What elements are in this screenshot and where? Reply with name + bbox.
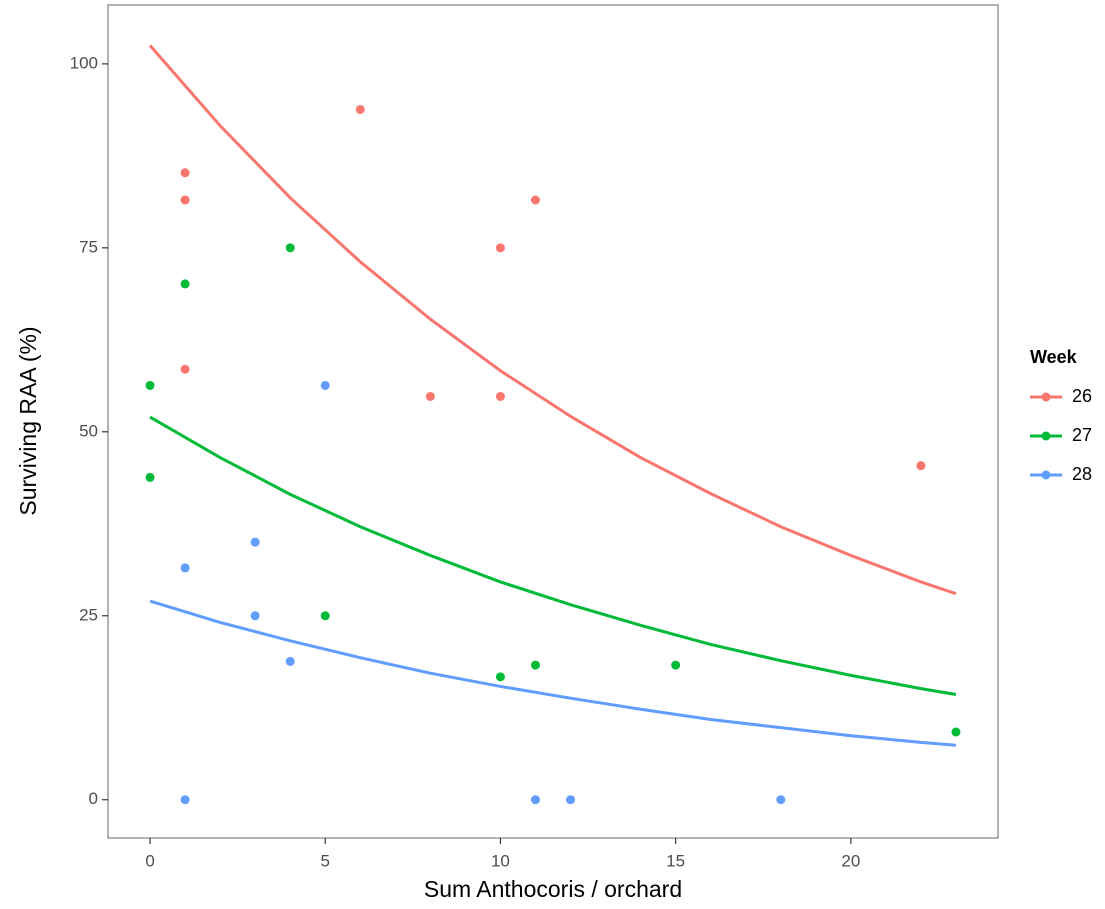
x-tick-label: 20 bbox=[841, 851, 860, 870]
point bbox=[355, 104, 365, 114]
point bbox=[180, 364, 190, 374]
fit-line bbox=[149, 415, 957, 696]
point bbox=[285, 656, 295, 666]
x-axis-title: Sum Anthocoris / orchard bbox=[424, 876, 682, 902]
point bbox=[495, 672, 505, 682]
point bbox=[530, 195, 540, 205]
y-tick-label: 0 bbox=[89, 789, 98, 808]
legend-title: Week bbox=[1030, 347, 1078, 367]
x-tick-label: 0 bbox=[145, 851, 154, 870]
legend-label: 27 bbox=[1072, 425, 1092, 445]
legend-key-point bbox=[1041, 470, 1051, 480]
point bbox=[250, 611, 260, 621]
y-tick-label: 25 bbox=[79, 605, 98, 624]
y-tick-label: 100 bbox=[70, 53, 98, 72]
legend-key-point bbox=[1041, 392, 1051, 402]
point bbox=[180, 795, 190, 805]
point bbox=[566, 795, 576, 805]
fit-line bbox=[149, 599, 957, 747]
point bbox=[180, 279, 190, 289]
point bbox=[145, 472, 155, 482]
y-tick-label: 50 bbox=[79, 421, 98, 440]
legend-label: 28 bbox=[1072, 464, 1092, 484]
point bbox=[495, 391, 505, 401]
y-axis-title: Surviving RAA (%) bbox=[15, 326, 41, 515]
point bbox=[776, 795, 786, 805]
point bbox=[250, 537, 260, 547]
y-tick-label: 75 bbox=[79, 237, 98, 256]
point bbox=[180, 195, 190, 205]
point bbox=[320, 380, 330, 390]
point bbox=[180, 168, 190, 178]
point bbox=[495, 243, 505, 253]
point bbox=[425, 391, 435, 401]
point bbox=[530, 660, 540, 670]
legend-label: 26 bbox=[1072, 386, 1092, 406]
point bbox=[320, 611, 330, 621]
x-tick-label: 5 bbox=[321, 851, 330, 870]
point bbox=[671, 660, 681, 670]
fit-line bbox=[148, 44, 957, 596]
point bbox=[530, 795, 540, 805]
point bbox=[145, 380, 155, 390]
point bbox=[180, 563, 190, 573]
x-tick-label: 15 bbox=[666, 851, 685, 870]
x-tick-label: 10 bbox=[491, 851, 510, 870]
point bbox=[285, 243, 295, 253]
point bbox=[951, 727, 961, 737]
point bbox=[916, 461, 926, 471]
legend-key-point bbox=[1041, 431, 1051, 441]
panel-border bbox=[107, 4, 999, 839]
